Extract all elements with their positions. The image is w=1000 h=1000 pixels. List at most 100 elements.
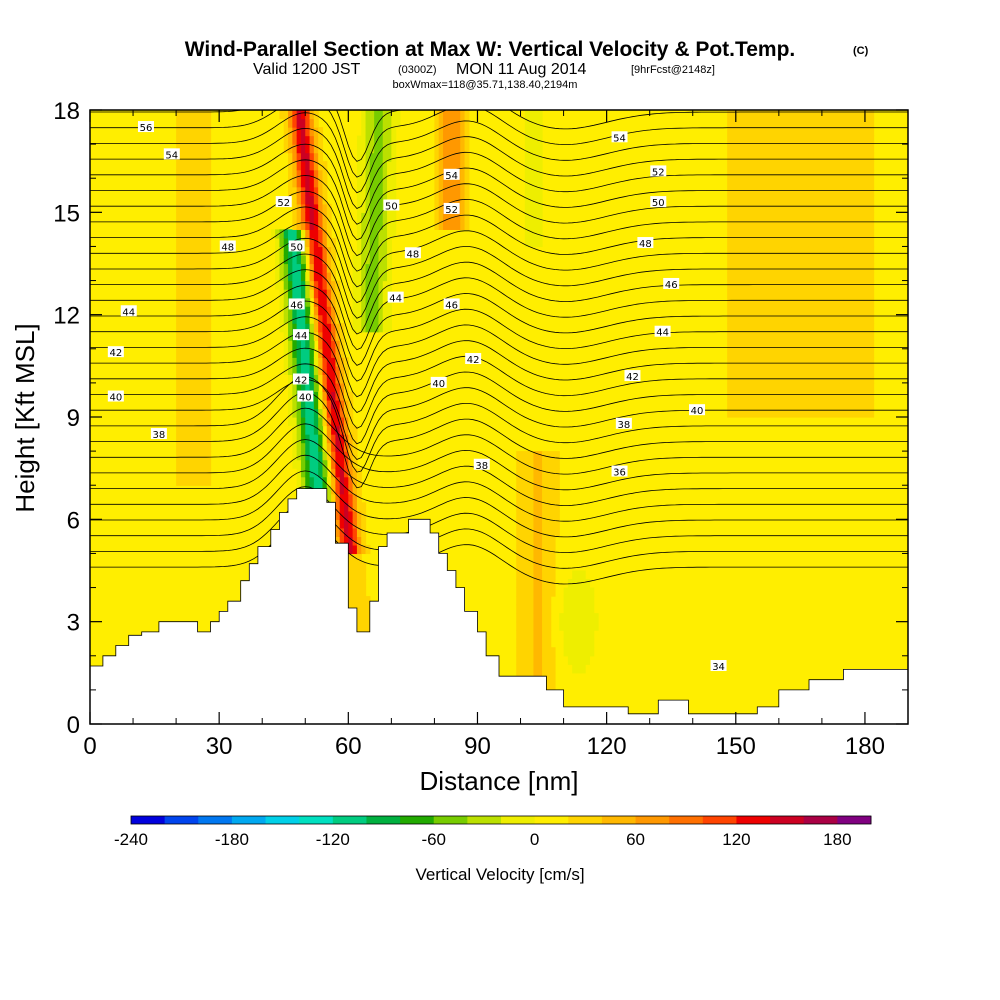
colorbar-tick-label: 60: [626, 830, 645, 849]
colorbar-swatch: [736, 816, 771, 824]
contour-label: 50: [288, 240, 305, 253]
svg-text:44: 44: [295, 331, 308, 342]
svg-text:48: 48: [221, 242, 234, 253]
contour-label: 34: [710, 660, 727, 673]
y-axis-label: Height [Kft MSL]: [10, 323, 40, 512]
svg-text:56: 56: [140, 123, 153, 134]
colorbar-swatch: [332, 816, 367, 824]
svg-text:42: 42: [467, 355, 480, 366]
svg-text:40: 40: [299, 393, 312, 404]
contour-label: 52: [650, 165, 667, 178]
contour-label: 44: [120, 305, 137, 318]
contour-label: 44: [292, 329, 309, 342]
svg-text:44: 44: [656, 328, 669, 339]
colorbar-swatch: [669, 816, 704, 824]
svg-text:44: 44: [389, 294, 402, 305]
svg-text:34: 34: [712, 662, 725, 673]
contour-label: 56: [137, 121, 154, 134]
colorbar-swatch: [131, 816, 166, 824]
y-tick-label: 6: [67, 507, 80, 534]
valid-time: Valid 1200 JST: [253, 61, 361, 78]
contour-label: 44: [387, 291, 404, 305]
contour-label: 42: [107, 346, 124, 359]
svg-text:42: 42: [295, 375, 308, 386]
colorbar: -240 -180 -120 -60 0 60 120 180: [114, 815, 872, 849]
contour-label: 46: [663, 277, 680, 291]
colorbar-tick-label: 120: [722, 830, 750, 849]
colorbar-swatch: [467, 816, 502, 824]
svg-text:40: 40: [109, 393, 122, 404]
contour-label: 40: [430, 376, 447, 390]
y-tick-label: 0: [67, 712, 80, 739]
y-tick-label: 3: [67, 610, 80, 637]
contour-label: 50: [650, 196, 667, 209]
colorbar-swatch: [231, 816, 266, 824]
svg-text:36: 36: [613, 468, 626, 479]
svg-text:46: 46: [665, 280, 678, 291]
colorbar-swatch: [299, 816, 334, 824]
svg-text:42: 42: [109, 348, 122, 359]
colorbar-swatch: [837, 816, 872, 824]
svg-text:54: 54: [165, 150, 178, 161]
colorbar-swatch: [366, 816, 401, 824]
colorbar-swatch: [803, 816, 838, 824]
contour-label: 40: [689, 404, 706, 417]
contour-label: 38: [150, 428, 167, 441]
valid-date: MON 11 Aug 2014: [456, 61, 587, 78]
svg-text:44: 44: [122, 307, 135, 318]
x-tick-label: 0: [83, 733, 96, 760]
contour-label: 36: [611, 465, 628, 479]
box-info: boxWmax=118@35.71,138.40,2194m: [393, 79, 578, 91]
contour-label: 44: [654, 325, 671, 339]
colorbar-swatch: [635, 816, 670, 824]
contour-label: 54: [443, 168, 460, 182]
svg-text:52: 52: [652, 167, 665, 178]
svg-text:54: 54: [613, 133, 626, 144]
valid-utc: (0300Z): [398, 64, 437, 76]
x-tick-label: 120: [587, 733, 627, 760]
colorbar-frame: [130, 815, 872, 825]
colorbar-tick-label: -240: [114, 830, 148, 849]
colorbar-swatch: [164, 816, 199, 824]
contour-label: 52: [443, 202, 460, 216]
colorbar-swatch: [770, 816, 805, 824]
colorbar-swatch: [400, 816, 435, 824]
isentrope-lines: [90, 110, 908, 585]
svg-text:50: 50: [652, 198, 665, 209]
contour-label: 42: [292, 373, 309, 386]
terrain-mask: [90, 488, 908, 724]
y-tick-label: 9: [67, 405, 80, 432]
svg-text:52: 52: [277, 198, 290, 209]
colorbar-swatch: [702, 816, 737, 824]
colorbar-swatch: [265, 816, 300, 824]
y-tick-label: 18: [53, 98, 80, 125]
svg-text:40: 40: [432, 379, 445, 390]
colorbar-swatch: [501, 816, 536, 824]
svg-text:48: 48: [639, 239, 652, 250]
forecast-tag: [9hrFcst@2148z]: [631, 64, 715, 76]
contour-label: 48: [637, 237, 654, 250]
svg-text:52: 52: [445, 205, 458, 216]
svg-text:40: 40: [691, 406, 704, 417]
contour-label: 46: [288, 298, 305, 311]
contour-label: 46: [443, 298, 460, 311]
svg-text:46: 46: [445, 300, 458, 311]
colorbar-swatch: [198, 816, 233, 824]
contour-label: 48: [404, 247, 421, 260]
svg-text:38: 38: [153, 430, 166, 441]
x-tick-label: 90: [464, 733, 491, 760]
colorbar-label: Vertical Velocity [cm/s]: [415, 865, 584, 884]
svg-text:42: 42: [626, 372, 639, 383]
copyright-mark: (C): [853, 45, 869, 57]
x-tick-label: 180: [845, 733, 885, 760]
contour-label: 48: [219, 240, 236, 253]
contour-label: 40: [107, 390, 124, 404]
colorbar-swatch: [568, 816, 603, 824]
contour-label: 52: [275, 196, 292, 209]
y-tick-label: 15: [53, 200, 80, 227]
colorbar-swatch: [433, 816, 468, 824]
colorbar-tick-label: 0: [530, 830, 539, 849]
x-tick-label: 150: [716, 733, 756, 760]
